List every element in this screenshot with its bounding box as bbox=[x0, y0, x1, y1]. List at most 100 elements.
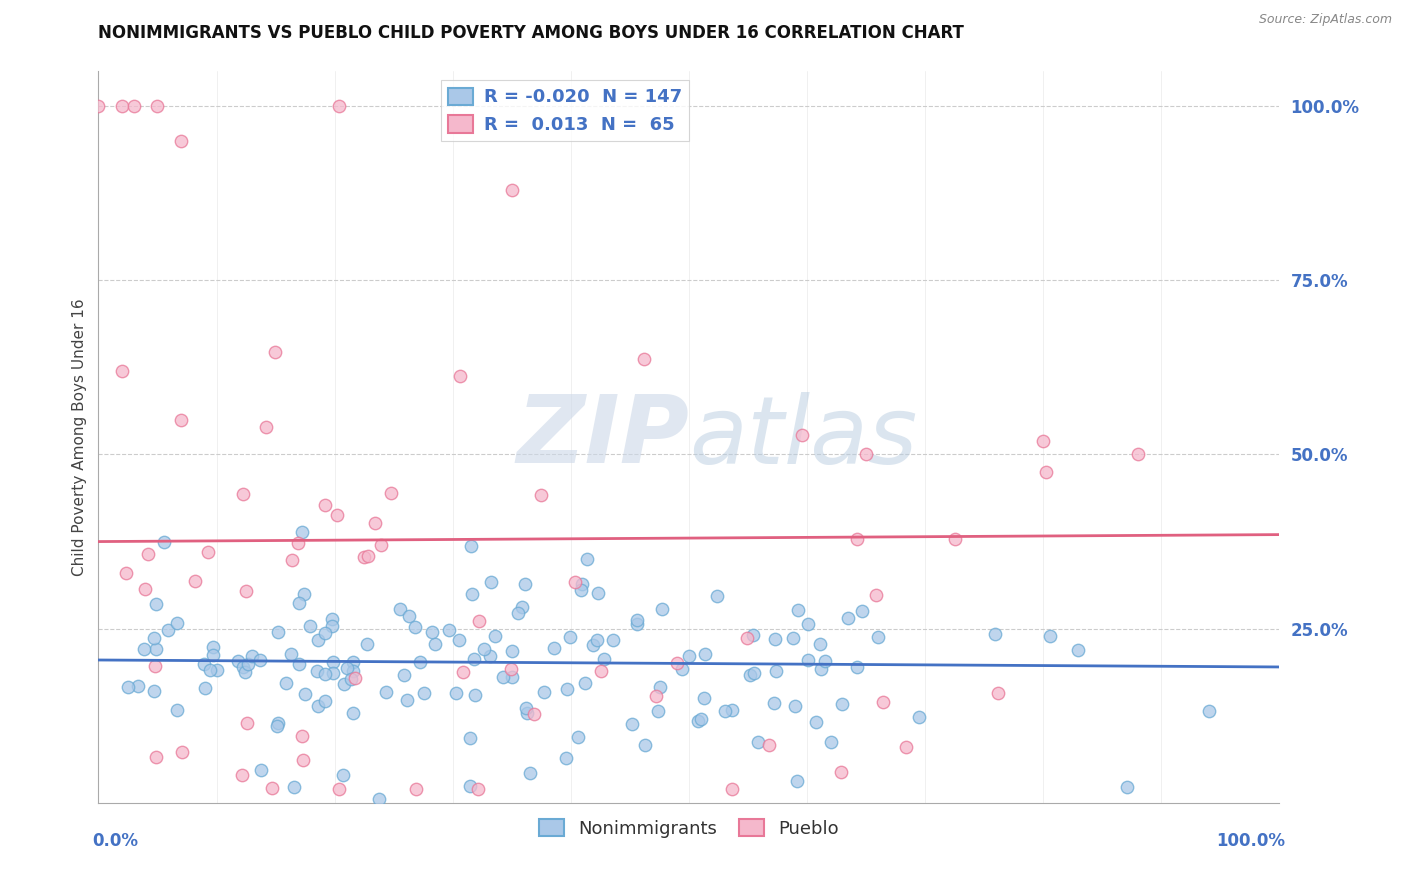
Point bbox=[814, 655, 837, 669]
Point bbox=[492, 671, 515, 685]
Text: ZIP: ZIP bbox=[516, 391, 689, 483]
Point bbox=[280, 647, 302, 661]
Point bbox=[370, 538, 392, 552]
Point bbox=[291, 753, 314, 767]
Point bbox=[328, 781, 350, 796]
Point bbox=[530, 488, 553, 502]
Point bbox=[425, 637, 447, 651]
Point bbox=[567, 731, 589, 745]
Point bbox=[236, 715, 259, 730]
Point bbox=[620, 716, 643, 731]
Point bbox=[468, 614, 491, 628]
Point bbox=[307, 699, 329, 714]
Point bbox=[499, 662, 522, 676]
Point bbox=[797, 616, 820, 631]
Point bbox=[1067, 643, 1090, 657]
Point bbox=[714, 704, 737, 718]
Point bbox=[380, 485, 402, 500]
Point bbox=[571, 577, 593, 591]
Point bbox=[865, 589, 887, 603]
Point bbox=[404, 619, 426, 633]
Point bbox=[122, 99, 145, 113]
Point bbox=[626, 613, 648, 627]
Point bbox=[449, 633, 471, 648]
Point bbox=[294, 687, 316, 701]
Point bbox=[170, 745, 193, 759]
Point bbox=[782, 632, 804, 646]
Point bbox=[648, 680, 671, 694]
Point bbox=[851, 604, 873, 618]
Point bbox=[146, 99, 169, 113]
Point bbox=[299, 619, 322, 633]
Point bbox=[543, 641, 565, 656]
Point bbox=[576, 551, 599, 566]
Point bbox=[523, 707, 546, 722]
Point bbox=[1198, 704, 1220, 718]
Point bbox=[408, 655, 430, 669]
Y-axis label: Child Poverty Among Boys Under 16: Child Poverty Among Boys Under 16 bbox=[72, 298, 87, 576]
Point bbox=[343, 671, 366, 685]
Point bbox=[356, 549, 378, 564]
Point bbox=[908, 710, 931, 724]
Point bbox=[501, 644, 523, 658]
Point bbox=[392, 668, 415, 682]
Point bbox=[1126, 448, 1149, 462]
Point bbox=[197, 545, 219, 559]
Point bbox=[153, 535, 176, 549]
Point bbox=[340, 672, 363, 686]
Point bbox=[145, 597, 167, 611]
Point bbox=[193, 681, 215, 695]
Point bbox=[288, 657, 311, 672]
Point bbox=[288, 596, 311, 610]
Point bbox=[326, 508, 349, 523]
Point bbox=[332, 767, 354, 781]
Point bbox=[143, 684, 166, 698]
Point bbox=[412, 686, 434, 700]
Point bbox=[747, 734, 769, 748]
Point bbox=[461, 587, 484, 601]
Point bbox=[586, 586, 609, 600]
Point bbox=[321, 612, 343, 626]
Point bbox=[460, 540, 482, 554]
Point bbox=[314, 694, 336, 708]
Text: atlas: atlas bbox=[689, 392, 917, 483]
Point bbox=[762, 696, 785, 710]
Point bbox=[742, 628, 765, 642]
Point bbox=[287, 536, 309, 550]
Point bbox=[342, 706, 364, 720]
Point bbox=[235, 583, 257, 598]
Point bbox=[156, 623, 179, 637]
Point bbox=[226, 654, 249, 668]
Point bbox=[582, 638, 605, 652]
Point bbox=[693, 647, 716, 661]
Point bbox=[758, 738, 780, 752]
Point bbox=[626, 617, 648, 632]
Point bbox=[830, 764, 852, 779]
Point bbox=[837, 611, 859, 625]
Point bbox=[846, 532, 869, 546]
Point bbox=[516, 706, 538, 720]
Point bbox=[266, 719, 288, 733]
Point bbox=[720, 781, 742, 796]
Point bbox=[943, 532, 966, 546]
Point bbox=[515, 577, 537, 591]
Point bbox=[460, 779, 482, 793]
Point bbox=[276, 675, 298, 690]
Point bbox=[472, 642, 495, 657]
Point bbox=[235, 665, 257, 680]
Point bbox=[398, 609, 420, 624]
Point bbox=[134, 582, 156, 596]
Point bbox=[458, 731, 481, 745]
Point bbox=[1035, 466, 1057, 480]
Point bbox=[692, 691, 714, 706]
Point bbox=[115, 566, 138, 580]
Point bbox=[569, 582, 592, 597]
Point bbox=[808, 637, 831, 651]
Point bbox=[866, 631, 889, 645]
Point bbox=[484, 629, 506, 643]
Point bbox=[166, 702, 188, 716]
Point bbox=[353, 550, 375, 565]
Point bbox=[202, 648, 225, 662]
Point bbox=[820, 734, 842, 748]
Point bbox=[765, 664, 787, 678]
